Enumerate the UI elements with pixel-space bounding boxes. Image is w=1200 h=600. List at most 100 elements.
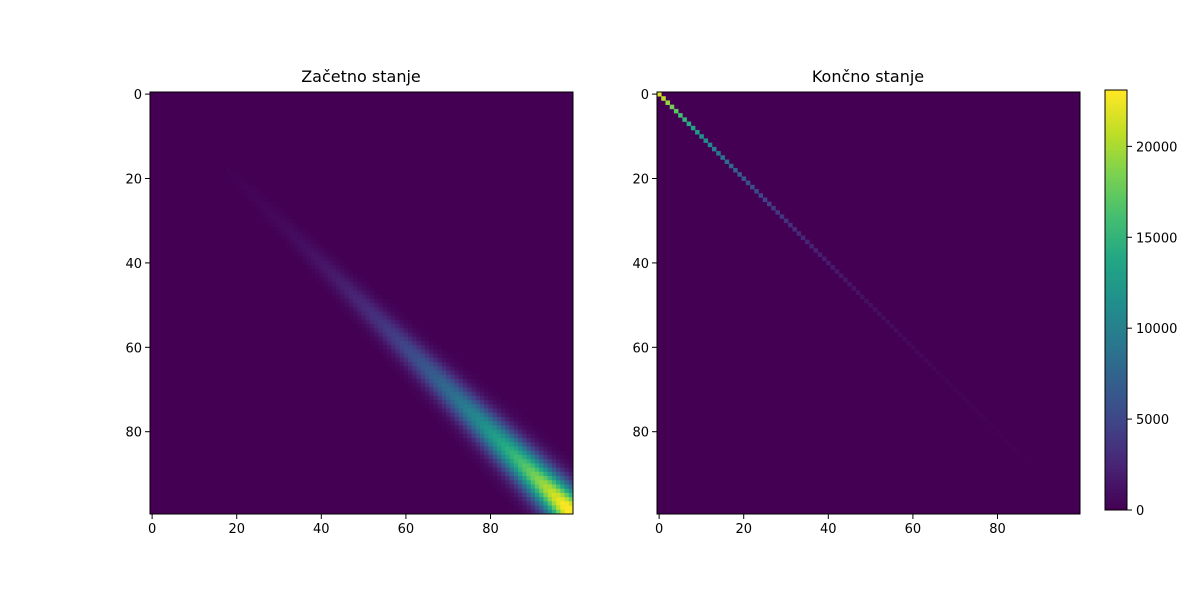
heatmap-cell [1020, 454, 1026, 460]
heatmap-cell [509, 450, 515, 456]
heatmap-cell [348, 277, 354, 283]
x-tick-label: 60 [398, 522, 415, 537]
heatmap-cell [492, 395, 498, 401]
heatmap-cell [399, 357, 405, 363]
heatmap-cell [454, 366, 460, 371]
heatmap-cell [564, 484, 570, 489]
heatmap-cell [509, 505, 515, 511]
heatmap-cell [386, 340, 392, 346]
heatmap-cell [369, 311, 375, 316]
heatmap-cell [881, 315, 886, 321]
heatmap-cell [327, 269, 333, 274]
heatmap-cell [340, 294, 345, 300]
heatmap-cell [568, 463, 574, 468]
heatmap-cell [488, 416, 493, 422]
heatmap-cell [458, 408, 464, 414]
heatmap-cell [501, 446, 506, 451]
heatmap-cell [251, 197, 257, 203]
heatmap-cell [446, 353, 451, 359]
heatmap-cell [378, 328, 383, 333]
heatmap-cell [556, 501, 561, 506]
heatmap-cell [441, 362, 447, 367]
heatmap-cell [518, 416, 523, 422]
heatmap-cell [310, 248, 316, 253]
heatmap-cell [479, 412, 485, 418]
heatmap-cell [319, 265, 324, 270]
heatmap-cell [243, 180, 248, 186]
heatmap-cell [285, 239, 290, 245]
colorbar-gradient [1105, 90, 1127, 511]
heatmap-cell [547, 484, 553, 489]
heatmap-cell [323, 248, 328, 253]
colorbar-strip [1105, 100, 1127, 105]
colorbar-strip [1105, 310, 1127, 315]
heatmap-cell [441, 400, 447, 405]
heatmap-cell [467, 425, 472, 430]
colorbar-strip [1105, 433, 1127, 437]
heatmap-cell [509, 467, 515, 473]
heatmap-cell [484, 442, 489, 447]
heatmap-cell [424, 383, 430, 388]
heatmap-cell [378, 311, 383, 316]
heatmap-cell [420, 387, 426, 392]
heatmap-cell [716, 151, 721, 156]
heatmap-cell [441, 357, 447, 363]
heatmap-cell [530, 476, 536, 481]
heatmap-cell [344, 294, 350, 300]
heatmap-cell [488, 404, 493, 409]
heatmap-cell [505, 463, 510, 468]
heatmap-cell [530, 429, 536, 435]
heatmap-cell [331, 265, 337, 270]
heatmap-cell [441, 395, 447, 401]
heatmap-cell [374, 319, 379, 325]
heatmap-cell [403, 332, 409, 338]
colorbar-strip [1105, 464, 1127, 469]
heatmap-cell [547, 450, 553, 456]
heatmap-cell [458, 362, 464, 367]
heatmap-cell [357, 328, 362, 333]
heatmap-cell [416, 374, 422, 380]
heatmap-cell [391, 328, 396, 333]
heatmap-cell [386, 324, 392, 329]
heatmap-cell [661, 96, 666, 101]
heatmap-cell [374, 332, 379, 338]
heatmap-cell [479, 383, 485, 388]
heatmap-cell [369, 319, 375, 325]
heatmap-cell [336, 260, 341, 266]
heatmap-cell [386, 319, 392, 325]
heatmap-cell [420, 374, 426, 380]
heatmap-cell [991, 425, 996, 430]
colorbar-strip [1105, 97, 1127, 101]
heatmap-cell [564, 505, 570, 511]
x-axis-ticks: 0 20 40 60 80 [655, 514, 1006, 537]
heatmap-cell [289, 243, 295, 249]
heatmap-cell [386, 315, 392, 321]
heatmap-cell [331, 273, 337, 278]
heatmap-cell [441, 391, 447, 397]
heatmap-cell [513, 421, 519, 426]
heatmap-cell [391, 336, 396, 342]
heatmap-cell [505, 421, 510, 426]
colorbar-strip [1105, 471, 1127, 476]
heatmap-cell [551, 442, 557, 447]
heatmap-cell [251, 189, 257, 194]
heatmap-cell [509, 459, 515, 464]
heatmap-cell [429, 387, 434, 392]
heatmap-cell [526, 459, 531, 464]
heatmap-cell [403, 366, 409, 371]
colorbar-strip [1105, 132, 1127, 136]
heatmap-cell [259, 210, 265, 215]
colorbar-strip [1105, 104, 1127, 108]
heatmap-cell [369, 336, 375, 342]
colorbar-strip [1105, 184, 1127, 189]
heatmap-cell [454, 433, 460, 439]
heatmap-cell [365, 294, 371, 300]
heatmap-cell [446, 391, 451, 397]
heatmap-cell [526, 497, 531, 502]
heatmap-cell [492, 438, 498, 443]
heatmap-cell [454, 421, 460, 426]
colorbar-strip [1105, 111, 1127, 115]
heatmap-cell [369, 307, 375, 312]
heatmap-cell [530, 509, 536, 515]
